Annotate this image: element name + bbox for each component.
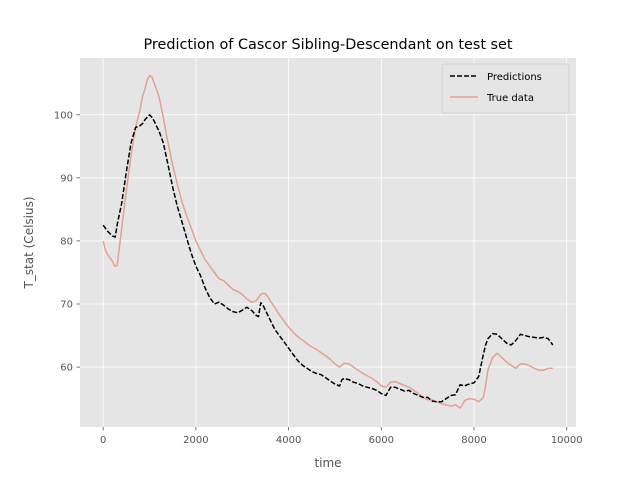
x-tick-label: 6000 [369,435,394,446]
y-tick-label: 100 [54,110,73,121]
series-layer [102,74,554,409]
x-axis-label: time [314,456,341,470]
x-tick-label: 10000 [551,435,583,446]
y-tick-label: 80 [60,236,73,247]
y-axis: 60 70 80 90 100 [54,110,80,374]
legend-label-true-data: True data [486,93,534,104]
legend: Predictions True data [441,63,570,114]
series-line-predictions [102,114,554,403]
y-tick-label: 60 [60,363,73,374]
chart-title: Prediction of Cascor Sibling-Descendant … [143,37,512,53]
y-tick-label: 70 [60,300,73,311]
legend-label-predictions: Predictions [487,72,542,83]
y-tick-label: 90 [60,173,73,184]
x-tick-label: 2000 [183,435,208,446]
x-tick-label: 8000 [461,435,486,446]
x-tick-label: 0 [100,435,106,446]
x-axis: 0 2000 4000 6000 8000 10000 [100,427,583,446]
plot-area [80,58,576,427]
grid [80,58,576,427]
y-axis-label: T_stat (Celsius) [22,196,36,289]
x-tick-label: 4000 [276,435,301,446]
series-line-true-data [102,74,553,409]
